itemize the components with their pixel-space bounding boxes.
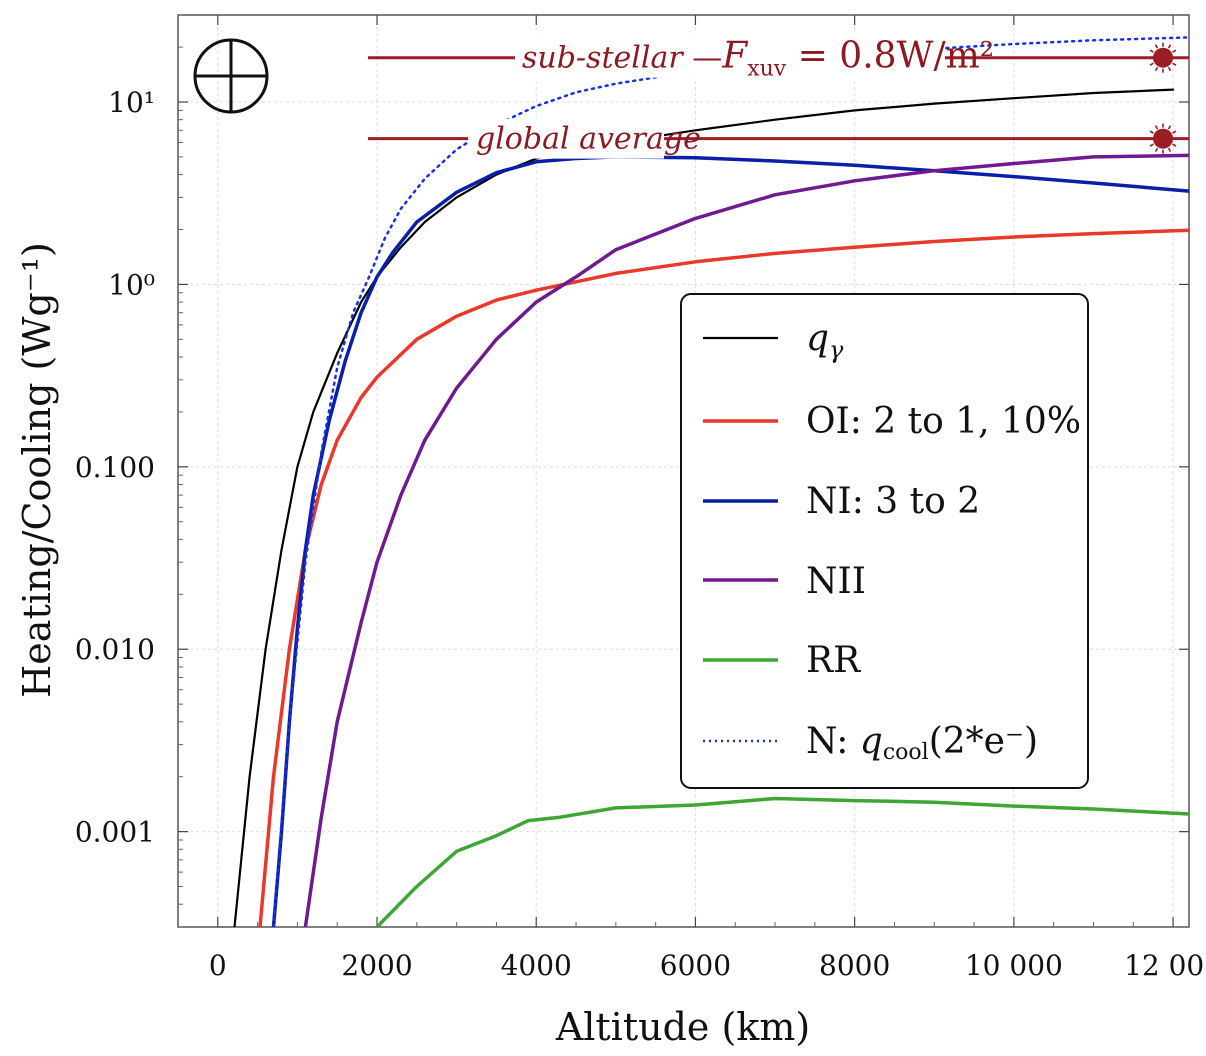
star-ray bbox=[1149, 49, 1154, 53]
star-ray bbox=[1149, 62, 1154, 66]
x-tick-label: 8000 bbox=[819, 949, 890, 982]
star-ray bbox=[1167, 44, 1172, 49]
legend-label-oi: OI: 2 to 1, 10% bbox=[806, 401, 1081, 442]
legend-box bbox=[680, 293, 1089, 789]
y-tick-label: 0.001 bbox=[75, 816, 155, 849]
star-ray bbox=[1154, 66, 1159, 72]
star-ray bbox=[1154, 125, 1159, 130]
sub-stellar-label: sub-stellar —Fxuv = 0.8W/m² bbox=[522, 36, 994, 82]
star-ray bbox=[1167, 147, 1172, 153]
star-marker-icon bbox=[1148, 123, 1178, 154]
tick-labels: 0 2000 4000 6000 8000 10 000 12 000 10¹ 10⁰ 0.100… bbox=[75, 86, 1206, 982]
legend-label-nii: NII bbox=[806, 561, 866, 602]
star-ray bbox=[1167, 125, 1172, 130]
ticks bbox=[178, 14, 1189, 928]
star-ray bbox=[1172, 143, 1177, 147]
series-rr bbox=[375, 796, 1189, 927]
y-tick-label: 10¹ bbox=[108, 86, 155, 119]
y-axis-title: Heating/Cooling (Wg⁻¹) bbox=[15, 242, 59, 698]
star-ray bbox=[1154, 147, 1159, 153]
star-marker-icon bbox=[1148, 42, 1178, 73]
y-tick-label: 0.100 bbox=[75, 451, 155, 484]
earth-symbol-icon bbox=[193, 38, 269, 114]
legend-label-ni: NI: 3 to 2 bbox=[806, 481, 980, 522]
star-ray bbox=[1172, 130, 1177, 134]
star-ray bbox=[1149, 130, 1154, 134]
x-tick-label: 4000 bbox=[501, 949, 572, 982]
y-tick-label: 0.010 bbox=[75, 633, 155, 666]
star-disc bbox=[1153, 47, 1173, 68]
y-tick-label: 10⁰ bbox=[108, 268, 155, 301]
star-ray bbox=[1172, 62, 1177, 66]
star-disc bbox=[1153, 128, 1173, 149]
global-average-label-bg bbox=[468, 118, 664, 159]
x-tick-label: 0 bbox=[209, 949, 227, 982]
x-axis-title: Altitude (km) bbox=[555, 1005, 810, 1049]
x-tick-label: 10 000 bbox=[965, 949, 1063, 982]
legend-label-q-gamma: qγ bbox=[806, 318, 844, 364]
x-tick-label: 6000 bbox=[660, 949, 731, 982]
legend-label-n-cool: N: qcool(2*e⁻) bbox=[806, 721, 1038, 765]
global-average-label: global average bbox=[476, 122, 701, 157]
x-tick-label: 2000 bbox=[341, 949, 412, 982]
reference-lines: sub-stellar —Fxuv = 0.8W/m² global avera… bbox=[368, 33, 1189, 159]
star-ray bbox=[1149, 143, 1154, 147]
star-ray bbox=[1172, 49, 1177, 53]
x-tick-label: 12 000 bbox=[1124, 949, 1206, 982]
sub-stellar-label-bg bbox=[515, 33, 945, 78]
legend-label-rr: RR bbox=[806, 640, 861, 681]
star-ray bbox=[1167, 66, 1172, 72]
star-ray bbox=[1154, 44, 1159, 49]
legend: qγ OI: 2 to 1, 10% NI: 3 to 2 NII RR N: … bbox=[680, 293, 1089, 789]
